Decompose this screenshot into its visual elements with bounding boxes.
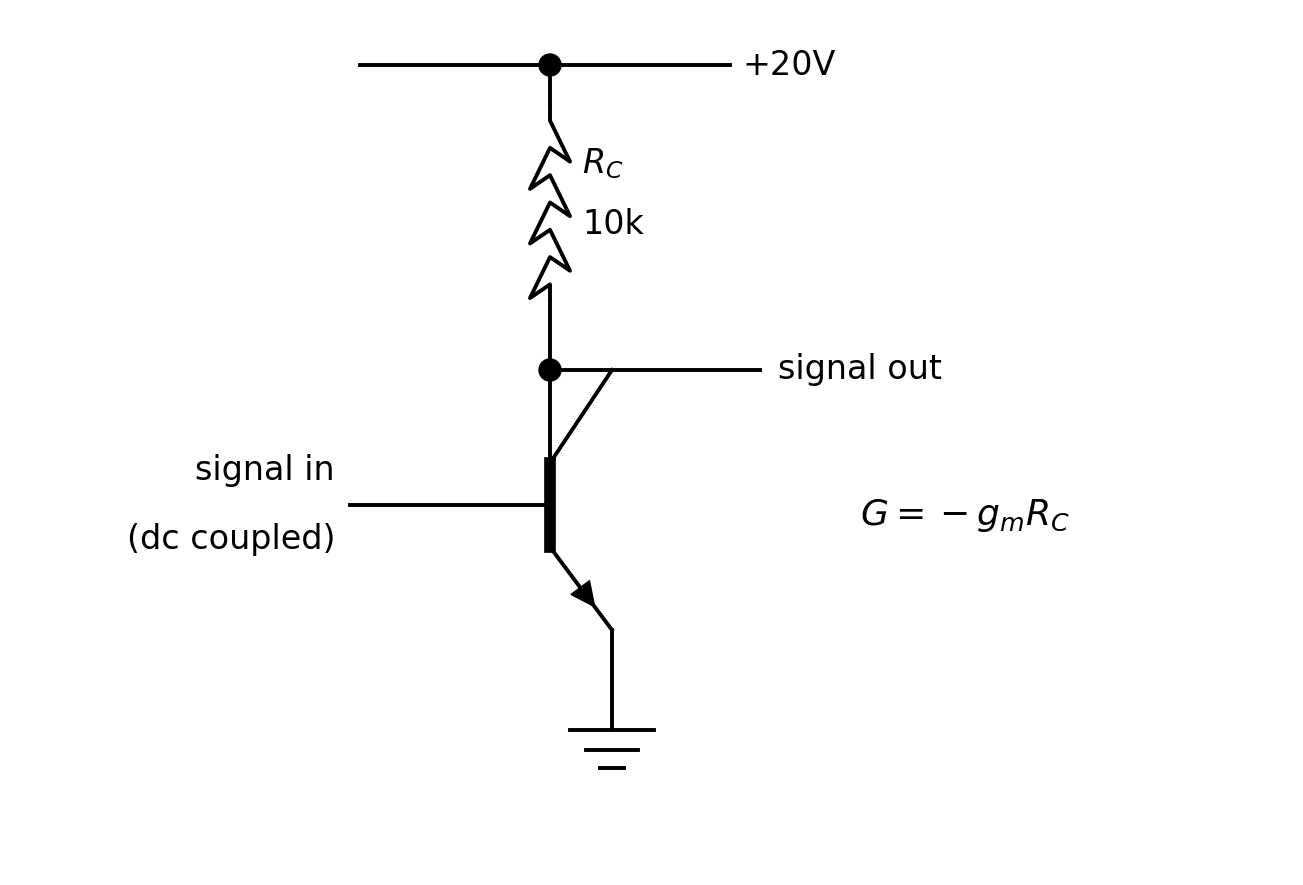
Circle shape: [539, 359, 562, 381]
Text: +20V: +20V: [741, 49, 835, 81]
Text: $G = -g_m R_C$: $G = -g_m R_C$: [860, 496, 1070, 534]
Text: 10k: 10k: [582, 207, 644, 241]
Text: signal out: signal out: [778, 353, 942, 387]
Polygon shape: [571, 581, 594, 607]
Text: signal in: signal in: [195, 454, 335, 487]
Circle shape: [539, 54, 562, 76]
Text: (dc coupled): (dc coupled): [126, 523, 335, 556]
Text: $R_C$: $R_C$: [582, 146, 623, 181]
